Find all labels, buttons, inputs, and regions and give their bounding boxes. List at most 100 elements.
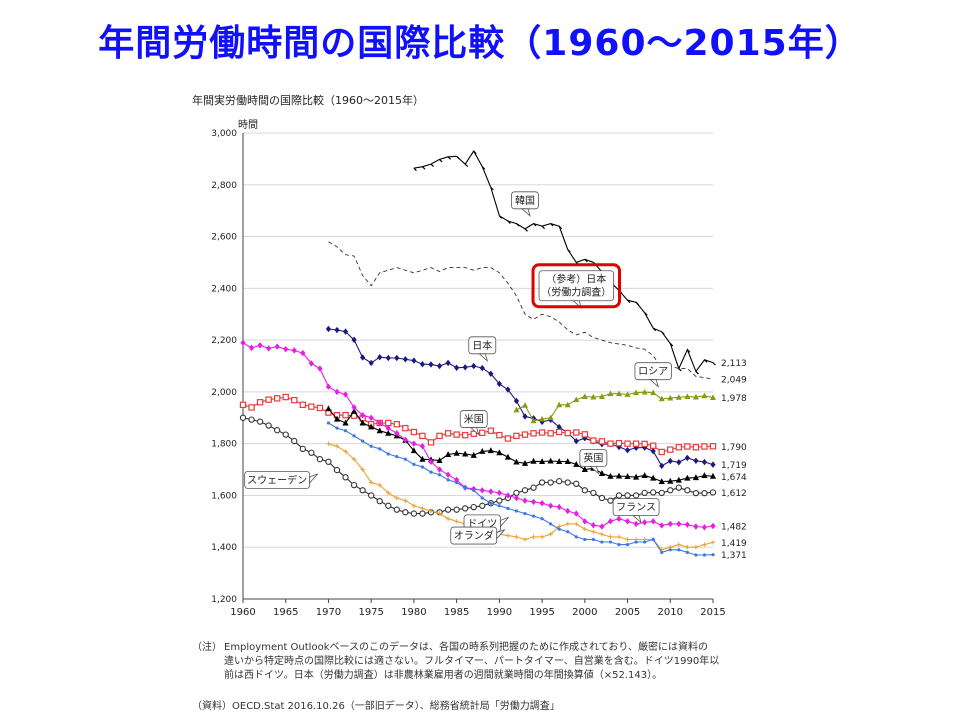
- data-point: [479, 502, 486, 509]
- data-point: [437, 511, 442, 516]
- data-point: [326, 441, 331, 446]
- data-point: [590, 489, 597, 497]
- data-point: [333, 466, 341, 474]
- data-point: [624, 518, 631, 525]
- series-label: 英国: [583, 451, 603, 464]
- data-point: [326, 421, 331, 425]
- data-point: [704, 359, 708, 363]
- data-point: [667, 520, 673, 528]
- data-point: [539, 415, 546, 422]
- data-point: [456, 155, 460, 160]
- data-point: [506, 506, 510, 510]
- x-tick-label: 2015: [700, 607, 725, 618]
- data-point: [694, 553, 698, 557]
- end-value-label: 1,719: [721, 461, 747, 471]
- data-point: [470, 503, 477, 511]
- end-value-label: 1,371: [721, 551, 747, 561]
- data-point: [376, 427, 383, 434]
- data-point: [412, 462, 416, 466]
- data-point: [634, 540, 638, 544]
- data-point: [567, 249, 571, 253]
- data-point: [496, 489, 502, 497]
- series-line: [516, 391, 714, 422]
- data-point: [539, 534, 545, 540]
- data-point: [419, 443, 426, 450]
- data-point: [420, 506, 425, 511]
- data-point: [513, 397, 520, 405]
- data-point: [248, 404, 255, 411]
- series-label: 日本: [472, 339, 492, 352]
- data-point: [411, 503, 417, 508]
- data-point: [667, 446, 674, 453]
- data-point: [675, 484, 682, 491]
- data-point: [342, 411, 349, 419]
- data-point: [439, 158, 443, 163]
- data-point: [462, 450, 469, 457]
- data-point: [351, 457, 357, 462]
- data-point: [378, 447, 382, 451]
- data-point: [350, 481, 358, 489]
- data-point: [334, 444, 340, 449]
- data-point: [524, 228, 528, 232]
- data-point: [581, 487, 588, 494]
- series-line: [328, 443, 714, 551]
- data-point: [463, 486, 467, 490]
- data-point: [437, 473, 442, 477]
- data-point: [403, 498, 408, 503]
- data-point: [676, 542, 682, 547]
- data-point: [712, 362, 716, 366]
- data-point: [685, 545, 690, 550]
- data-point: [531, 534, 536, 540]
- data-point: [394, 354, 400, 362]
- data-point: [504, 453, 512, 460]
- data-point: [624, 473, 631, 480]
- series-label: 米国: [464, 413, 484, 426]
- series-label: ロシア: [638, 367, 668, 378]
- series-callout: ロシア: [634, 362, 672, 388]
- data-point: [692, 489, 700, 497]
- data-point: [709, 489, 717, 496]
- data-point: [385, 502, 392, 509]
- notes-text: Employment Outlookベースのこのデータは、各国の時系列把握のため…: [224, 642, 720, 681]
- data-point: [427, 439, 435, 446]
- data-point: [711, 553, 715, 557]
- data-point: [444, 451, 452, 458]
- data-point: [351, 404, 357, 411]
- data-point: [591, 529, 596, 534]
- data-point: [265, 422, 272, 429]
- x-tick-label: 1990: [487, 607, 512, 618]
- end-value-label: 2,049: [721, 376, 747, 386]
- data-point: [668, 548, 672, 552]
- data-point: [342, 328, 349, 335]
- data-point: [394, 430, 400, 437]
- data-point: [461, 431, 469, 439]
- data-point: [695, 371, 699, 375]
- data-point: [530, 417, 537, 424]
- data-point: [266, 345, 272, 352]
- data-point: [342, 419, 349, 426]
- data-point: [539, 500, 545, 507]
- data-point: [615, 472, 623, 479]
- data-point: [573, 429, 580, 436]
- data-point: [377, 353, 383, 361]
- data-point: [608, 540, 613, 544]
- data-point: [581, 393, 588, 399]
- data-point: [667, 487, 674, 494]
- slide-title: 年間労働時間の国際比較（1960～2015年）: [98, 23, 862, 64]
- data-point: [701, 458, 708, 466]
- series-2: [325, 325, 716, 470]
- data-point: [627, 299, 631, 304]
- data-point: [360, 467, 365, 472]
- series-line: [328, 328, 714, 467]
- series-label: スウェーデン: [247, 473, 307, 486]
- data-point: [693, 523, 699, 530]
- end-value-label: 1,978: [721, 394, 747, 404]
- data-point: [660, 550, 664, 555]
- data-point: [607, 390, 614, 397]
- y-tick-label: 2,000: [211, 388, 237, 398]
- end-value-label: 1,674: [721, 473, 747, 483]
- callout-pointer: [469, 427, 480, 436]
- data-point: [521, 431, 529, 438]
- data-point: [624, 391, 631, 397]
- data-point: [709, 472, 717, 479]
